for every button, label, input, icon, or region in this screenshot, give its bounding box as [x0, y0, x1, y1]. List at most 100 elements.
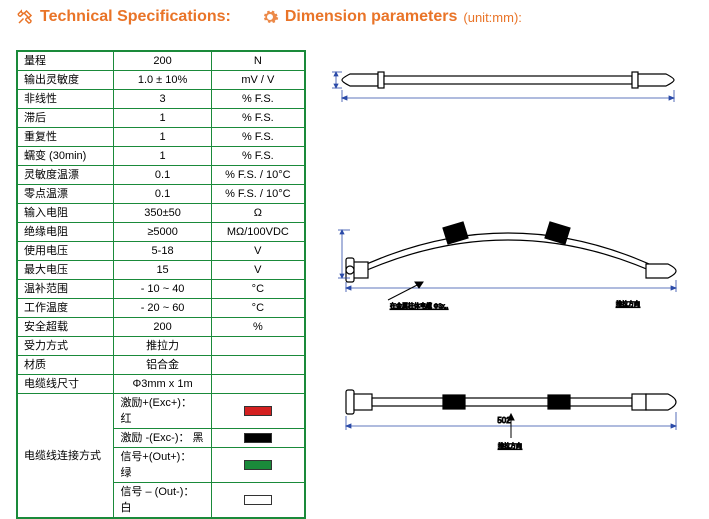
- spec-unit: % F.S.: [211, 109, 305, 128]
- spec-value: 3: [114, 90, 211, 109]
- spec-label: 电缆线尺寸: [17, 375, 114, 394]
- wire-swatch-cell: [211, 483, 305, 519]
- spec-unit: V: [211, 242, 305, 261]
- color-swatch: [244, 460, 272, 470]
- spec-value: - 20 ~ 60: [114, 299, 211, 318]
- spec-value: 350±50: [114, 204, 211, 223]
- spec-label: 滞后: [17, 109, 114, 128]
- spec-label: 输入电阻: [17, 204, 114, 223]
- spec-unit: Ω: [211, 204, 305, 223]
- wire-section-label: 电缆线连接方式: [17, 394, 114, 519]
- tools-icon: [16, 8, 34, 26]
- spec-unit: V: [211, 261, 305, 280]
- table-row: 非线性3% F.S.: [17, 90, 305, 109]
- spec-value: 5-18: [114, 242, 211, 261]
- table-row: 受力方式推拉力: [17, 337, 305, 356]
- spec-value: 1.0 ± 10%: [114, 71, 211, 90]
- spec-unit: N: [211, 51, 305, 71]
- spec-unit: °C: [211, 280, 305, 299]
- spec-unit: % F.S. / 10°C: [211, 166, 305, 185]
- table-row: 灵敏度温漂0.1% F.S. / 10°C: [17, 166, 305, 185]
- table-row: 工作温度- 20 ~ 60°C: [17, 299, 305, 318]
- spec-label: 量程: [17, 51, 114, 71]
- diagram-curved-view: 46 在金属柱体电缆 Φ3x.. 推拉方向: [328, 190, 688, 320]
- spec-value: 1: [114, 147, 211, 166]
- wire-text: 激励+(Exc+)： 红: [114, 394, 211, 429]
- spec-value: 0.1: [114, 166, 211, 185]
- table-row: 电缆线尺寸Φ3mm x 1m: [17, 375, 305, 394]
- dim-heading-text: Dimension parameters: [285, 8, 458, 26]
- spec-label: 温补范围: [17, 280, 114, 299]
- table-row: 零点温漂0.1% F.S. / 10°C: [17, 185, 305, 204]
- diagrams-area: 28: [328, 50, 693, 490]
- tech-heading-text: Technical Specifications:: [40, 8, 231, 26]
- spec-label: 最大电压: [17, 261, 114, 280]
- spec-unit: [211, 356, 305, 375]
- table-row: 重复性1% F.S.: [17, 128, 305, 147]
- spec-value: 15: [114, 261, 211, 280]
- spec-value: 0.1: [114, 185, 211, 204]
- color-swatch: [244, 406, 272, 416]
- table-row: 使用电压5-18V: [17, 242, 305, 261]
- tech-spec-heading: Technical Specifications:: [16, 8, 231, 26]
- wire-swatch-cell: [211, 429, 305, 448]
- dim-unit-note: (unit:mm):: [463, 10, 522, 25]
- spec-unit: % F.S. / 10°C: [211, 185, 305, 204]
- color-swatch: [244, 433, 272, 443]
- spec-value: 1: [114, 128, 211, 147]
- mid-note2: 推拉方向: [616, 300, 640, 308]
- spec-unit: %: [211, 318, 305, 337]
- table-row: 温补范围- 10 ~ 40°C: [17, 280, 305, 299]
- spec-value: - 10 ~ 40: [114, 280, 211, 299]
- table-row: 绝缘电阻≥5000MΩ/100VDC: [17, 223, 305, 242]
- table-row: 量程200N: [17, 51, 305, 71]
- table-row: 电缆线连接方式激励+(Exc+)： 红: [17, 394, 305, 429]
- spec-value: 1: [114, 109, 211, 128]
- spec-unit: % F.S.: [211, 147, 305, 166]
- table-row: 滞后1% F.S.: [17, 109, 305, 128]
- spec-unit: % F.S.: [211, 90, 305, 109]
- table-row: 蠕变 (30min)1% F.S.: [17, 147, 305, 166]
- spec-label: 受力方式: [17, 337, 114, 356]
- table-row: 输出灵敏度1.0 ± 10%mV / V: [17, 71, 305, 90]
- diagram-top-view: 28: [328, 50, 688, 120]
- spec-value: 200: [114, 318, 211, 337]
- spec-unit: MΩ/100VDC: [211, 223, 305, 242]
- dim-param-heading: Dimension parameters (unit:mm):: [261, 8, 522, 26]
- gear-icon: [261, 8, 279, 26]
- spec-label: 非线性: [17, 90, 114, 109]
- spec-table: 量程200N输出灵敏度1.0 ± 10%mV / V非线性3% F.S.滞后1%…: [16, 50, 306, 519]
- spec-label: 蠕变 (30min): [17, 147, 114, 166]
- spec-value: 200: [114, 51, 211, 71]
- spec-label: 零点温漂: [17, 185, 114, 204]
- table-row: 材质铝合金: [17, 356, 305, 375]
- spec-label: 材质: [17, 356, 114, 375]
- wire-swatch-cell: [211, 394, 305, 429]
- spec-unit: mV / V: [211, 71, 305, 90]
- spec-label: 重复性: [17, 128, 114, 147]
- table-row: 最大电压15V: [17, 261, 305, 280]
- spec-label: 绝缘电阻: [17, 223, 114, 242]
- spec-label: 灵敏度温漂: [17, 166, 114, 185]
- spec-label: 使用电压: [17, 242, 114, 261]
- spec-unit: °C: [211, 299, 305, 318]
- spec-value: 铝合金: [114, 356, 211, 375]
- bot-note: 推拉方向: [498, 442, 522, 450]
- spec-label: 工作温度: [17, 299, 114, 318]
- spec-label: 安全超载: [17, 318, 114, 337]
- spec-unit: % F.S.: [211, 128, 305, 147]
- spec-unit: [211, 337, 305, 356]
- spec-value: 推拉力: [114, 337, 211, 356]
- wire-swatch-cell: [211, 448, 305, 483]
- table-row: 安全超载200%: [17, 318, 305, 337]
- spec-label: 输出灵敏度: [17, 71, 114, 90]
- color-swatch: [244, 495, 272, 505]
- wire-text: 信号 – (Out-)： 白: [114, 483, 211, 519]
- diagram-bottom-view: 502 推拉方向: [328, 370, 688, 470]
- spec-unit: [211, 375, 305, 394]
- wire-text: 信号+(Out+)： 绿: [114, 448, 211, 483]
- table-row: 输入电阻350±50Ω: [17, 204, 305, 223]
- spec-value: ≥5000: [114, 223, 211, 242]
- spec-value: Φ3mm x 1m: [114, 375, 211, 394]
- wire-text: 激励 -(Exc-)： 黑: [114, 429, 211, 448]
